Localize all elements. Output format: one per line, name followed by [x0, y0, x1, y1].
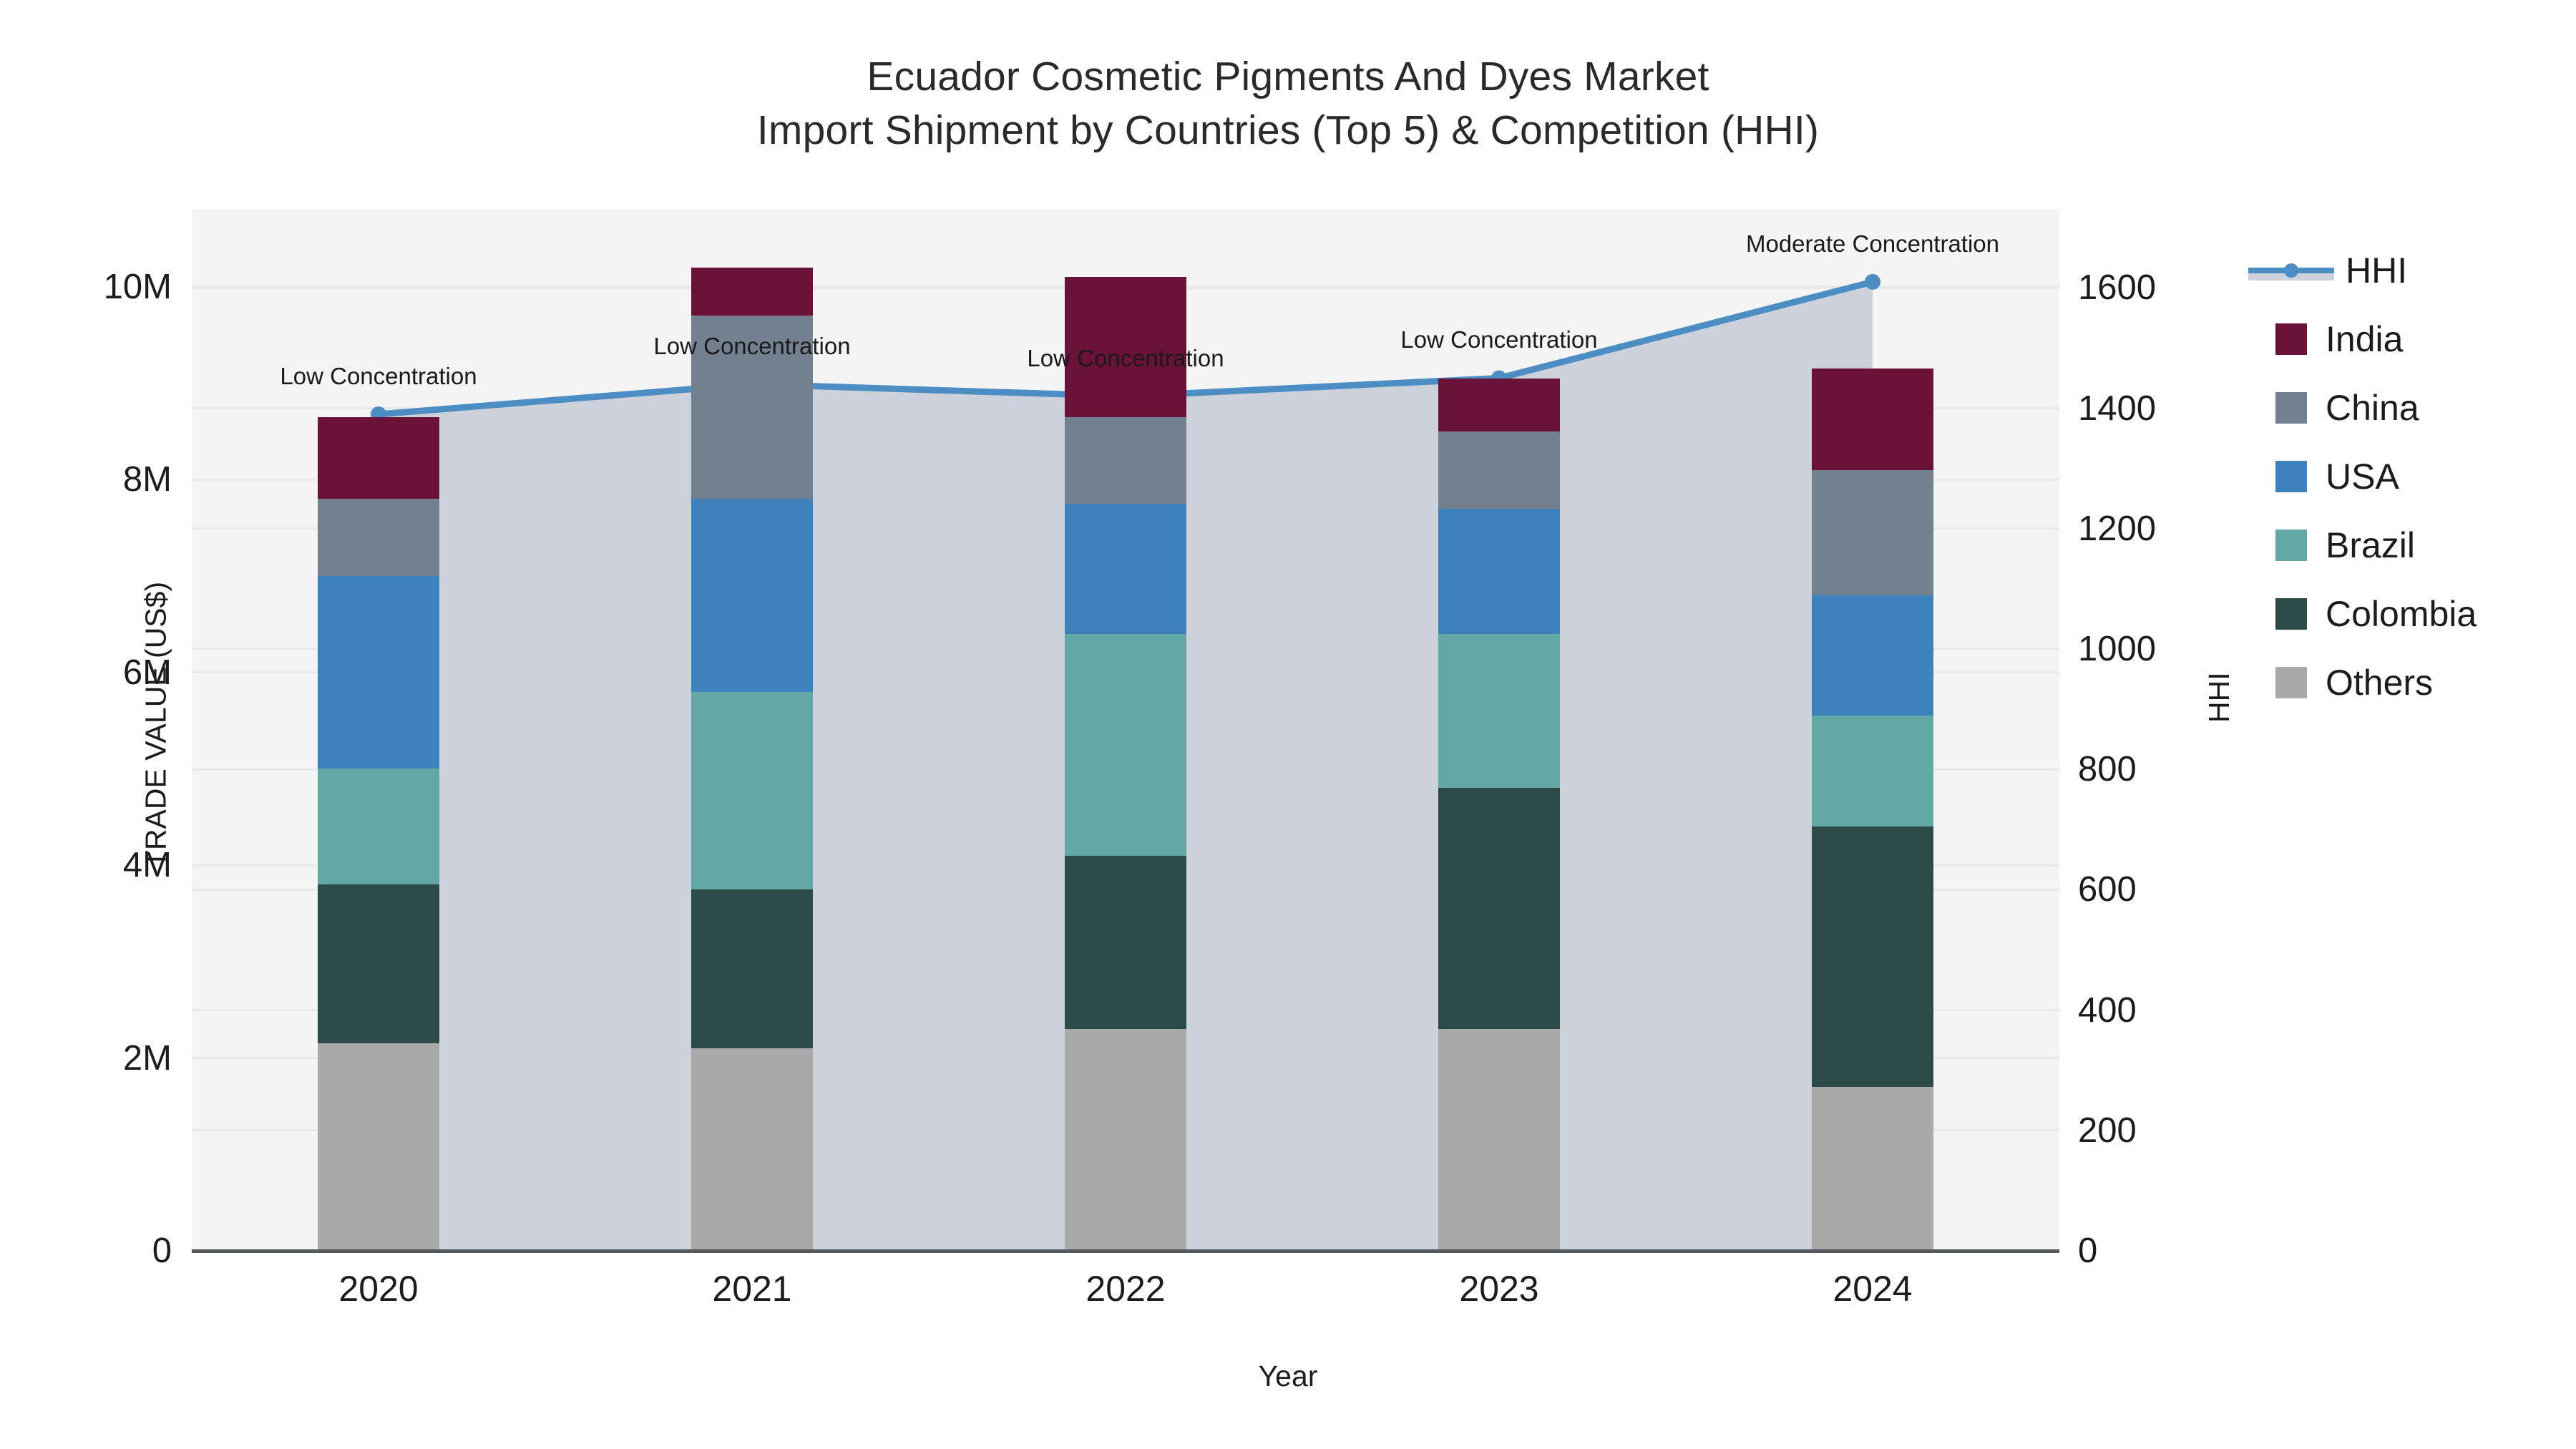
y-axis-left-tick-label: 2M	[122, 1038, 172, 1078]
x-axis-tick-label: 2022	[1085, 1269, 1166, 1309]
bar-segment[interactable]	[318, 769, 439, 885]
legend-swatch-icon	[2275, 598, 2307, 630]
bar-segment[interactable]	[691, 316, 813, 499]
legend-swatch-icon	[2275, 392, 2307, 424]
legend-item-usa[interactable]: USA	[2275, 442, 2562, 511]
y-axis-right-label: HHI	[2202, 672, 2235, 723]
y-axis-right-tick-label: 600	[2078, 870, 2137, 909]
bar-group[interactable]	[318, 210, 439, 1251]
concentration-annotation: Low Concentration	[653, 332, 851, 359]
bar-segment[interactable]	[1438, 788, 1560, 1030]
bar-group[interactable]	[1438, 210, 1560, 1251]
bar-group[interactable]	[1065, 210, 1186, 1251]
concentration-annotation: Moderate Concentration	[1745, 230, 2000, 257]
y-axis-left-tick-label: 8M	[122, 460, 172, 499]
bar-segment[interactable]	[691, 691, 813, 889]
y-axis-right-tick-label: 400	[2078, 990, 2137, 1030]
y-axis-right-tick-label: 1400	[2078, 389, 2157, 428]
bar-segment[interactable]	[1438, 1029, 1560, 1251]
legend-item-label: China	[2326, 388, 2419, 428]
y-axis-right-tick-label: 0	[2078, 1231, 2098, 1270]
x-axis-line	[192, 1249, 2059, 1253]
stacked-bars	[192, 210, 2059, 1251]
bar-segment[interactable]	[1065, 633, 1186, 856]
bar-segment[interactable]	[318, 499, 439, 576]
y-axis-left-tick-label: 6M	[122, 653, 172, 692]
legend-item-hhi[interactable]: HHI	[2248, 236, 2562, 305]
bar-segment[interactable]	[318, 575, 439, 769]
chart-title-line-2: Import Shipment by Countries (Top 5) & C…	[756, 107, 1820, 154]
legend-item-india[interactable]: India	[2275, 305, 2562, 374]
y-axis-left-tick-label: 0	[152, 1231, 172, 1270]
legend-item-label: Brazil	[2326, 525, 2416, 565]
legend-item-brazil[interactable]: Brazil	[2275, 511, 2562, 580]
y-axis-right-tick-label: 1200	[2078, 509, 2157, 548]
legend-swatch-icon	[2275, 530, 2307, 561]
chart-title-line-1: Ecuador Cosmetic Pigments And Dyes Marke…	[867, 54, 1709, 99]
x-axis-tick-label: 2020	[338, 1269, 419, 1309]
legend-swatch-icon	[2275, 461, 2307, 492]
concentration-annotation: Low Concentration	[1027, 344, 1224, 371]
hhi-data-point[interactable]	[1865, 273, 1880, 290]
y-axis-right-tick-label: 1000	[2078, 629, 2157, 668]
legend-item-label: USA	[2326, 457, 2399, 497]
y-axis-left-label: TRADE VALUE (US$)	[139, 581, 172, 868]
bar-segment[interactable]	[1812, 716, 1933, 827]
y-axis-right-tick-label: 800	[2078, 750, 2137, 789]
y-axis-left-tick-label: 4M	[122, 846, 172, 885]
x-axis-tick-label: 2021	[712, 1269, 792, 1309]
bar-segment[interactable]	[1438, 508, 1560, 634]
bar-segment[interactable]	[1065, 503, 1186, 634]
x-axis-tick-label: 2024	[1833, 1269, 1913, 1309]
y-axis-right-tick-label: 1600	[2078, 268, 2157, 308]
bar-segment[interactable]	[1812, 369, 1933, 470]
bar-segment[interactable]	[318, 1043, 439, 1251]
bar-segment[interactable]	[1438, 633, 1560, 789]
legend-item-colombia[interactable]: Colombia	[2275, 580, 2562, 648]
bar-segment[interactable]	[1065, 277, 1186, 417]
bar-segment[interactable]	[318, 884, 439, 1044]
chart-title: Ecuador Cosmetic Pigments And Dyes Marke…	[0, 50, 2576, 157]
bar-segment[interactable]	[691, 889, 813, 1049]
x-axis-label: Year	[1258, 1360, 1318, 1392]
bar-segment[interactable]	[1438, 378, 1560, 431]
bar-group[interactable]	[691, 210, 813, 1251]
bar-segment[interactable]	[1065, 416, 1186, 504]
legend-dot-icon	[2284, 263, 2298, 278]
chart-legend: HHI India China USA Brazil Colombia Others	[2248, 236, 2562, 717]
legend-item-label: Others	[2326, 663, 2434, 703]
legend-item-label: Colombia	[2326, 594, 2477, 634]
y-axis-left-tick-label: 10M	[103, 267, 172, 306]
bar-segment[interactable]	[1065, 1029, 1186, 1251]
bar-segment[interactable]	[318, 416, 439, 499]
x-axis-tick-label: 2023	[1459, 1269, 1539, 1309]
plot-area	[192, 210, 2059, 1251]
bar-segment[interactable]	[1812, 469, 1933, 595]
y-axis-right-tick-label: 200	[2078, 1111, 2137, 1150]
bar-segment[interactable]	[691, 267, 813, 316]
concentration-annotation: Low Concentration	[280, 362, 477, 389]
bar-segment[interactable]	[1438, 431, 1560, 509]
concentration-annotation: Low Concentration	[1400, 326, 1598, 353]
legend-swatch-icon	[2275, 323, 2307, 355]
bar-segment[interactable]	[1065, 855, 1186, 1030]
legend-item-others[interactable]: Others	[2275, 648, 2562, 717]
bar-group[interactable]	[1812, 210, 1933, 1251]
legend-item-label: India	[2326, 319, 2404, 359]
legend-item-label: HHI	[2346, 250, 2408, 291]
bar-segment[interactable]	[1812, 826, 1933, 1087]
legend-item-china[interactable]: China	[2275, 374, 2562, 442]
bar-segment[interactable]	[691, 1048, 813, 1251]
bar-segment[interactable]	[1812, 1086, 1933, 1251]
bar-segment[interactable]	[1812, 595, 1933, 716]
legend-line-marker-icon	[2248, 263, 2334, 280]
legend-swatch-icon	[2275, 667, 2307, 698]
bar-segment[interactable]	[691, 499, 813, 692]
